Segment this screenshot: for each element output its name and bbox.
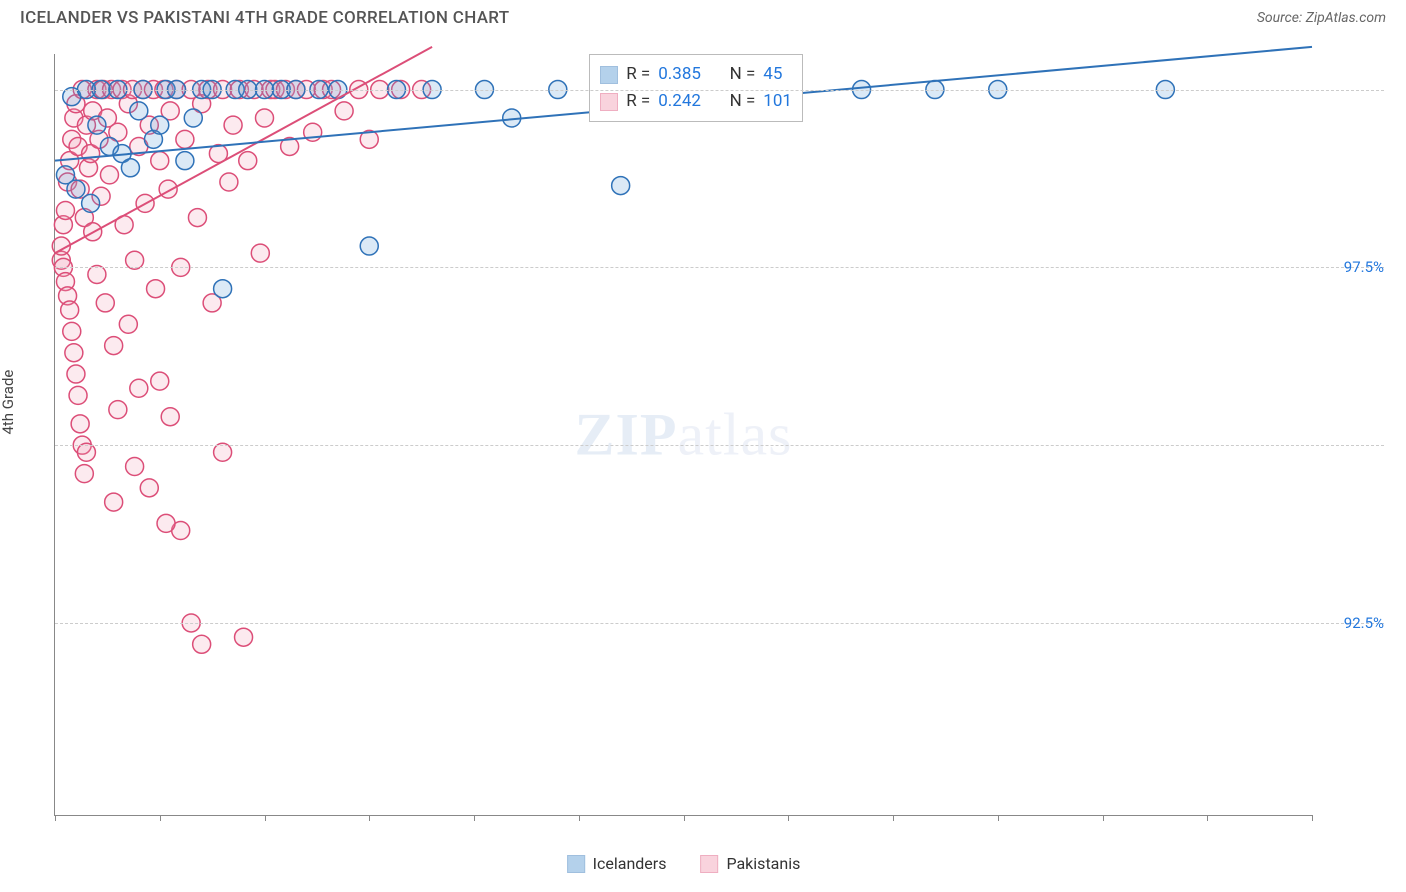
data-point xyxy=(251,244,269,262)
bottom-legend-item: Icelanders xyxy=(567,854,667,873)
data-point xyxy=(235,628,253,646)
x-tick xyxy=(1207,815,1208,821)
legend-swatch xyxy=(600,66,618,84)
data-point xyxy=(67,180,85,198)
data-point xyxy=(69,386,87,404)
x-tick xyxy=(893,815,894,821)
gridline xyxy=(55,267,1384,268)
data-point xyxy=(75,465,93,483)
data-point xyxy=(176,130,194,148)
bottom-legend: Icelanders Pakistanis xyxy=(567,854,801,873)
data-point xyxy=(151,372,169,390)
plot-region: ZIPatlas R = 0.385 N = 45 R = 0.242 N = … xyxy=(54,54,1312,816)
x-tick xyxy=(1103,815,1104,821)
x-tick xyxy=(369,815,370,821)
legend-stat-row: R = 0.385 N = 45 xyxy=(600,61,792,88)
chart-source: Source: ZipAtlas.com xyxy=(1257,10,1386,26)
chart-header: ICELANDER VS PAKISTANI 4TH GRADE CORRELA… xyxy=(0,0,1406,34)
gridline xyxy=(55,445,1384,446)
data-point xyxy=(121,159,139,177)
data-point xyxy=(61,301,79,319)
data-point xyxy=(105,337,123,355)
legend-swatch xyxy=(567,855,585,873)
gridline xyxy=(55,623,1384,624)
legend-swatch xyxy=(600,93,618,111)
data-point xyxy=(360,237,378,255)
x-tick xyxy=(788,815,789,821)
data-point xyxy=(239,152,257,170)
data-point xyxy=(612,177,630,195)
data-point xyxy=(67,365,85,383)
x-tick xyxy=(55,815,56,821)
data-point xyxy=(105,493,123,511)
y-axis-label: 4th Grade xyxy=(0,370,17,435)
y-tick-label: 97.5% xyxy=(1318,258,1384,276)
data-point xyxy=(151,152,169,170)
data-point xyxy=(100,166,118,184)
data-point xyxy=(119,315,137,333)
data-point xyxy=(65,344,83,362)
data-point xyxy=(193,635,211,653)
chart-area: 4th Grade ZIPatlas R = 0.385 N = 45 R = … xyxy=(14,38,1392,878)
x-tick xyxy=(160,815,161,821)
x-tick xyxy=(579,815,580,821)
data-point xyxy=(335,102,353,120)
gridline xyxy=(55,90,1384,91)
data-point xyxy=(184,109,202,127)
legend-label: Pakistanis xyxy=(726,854,800,873)
data-point xyxy=(147,280,165,298)
data-point xyxy=(140,479,158,497)
data-point xyxy=(56,201,74,219)
data-point xyxy=(130,102,148,120)
data-point xyxy=(126,458,144,476)
data-point xyxy=(71,415,89,433)
data-point xyxy=(220,173,238,191)
chart-title: ICELANDER VS PAKISTANI 4TH GRADE CORRELA… xyxy=(20,8,509,28)
data-point xyxy=(256,109,274,127)
data-point xyxy=(188,209,206,227)
x-tick xyxy=(1312,815,1313,821)
data-point xyxy=(151,116,169,134)
data-point xyxy=(109,401,127,419)
data-point xyxy=(224,116,242,134)
data-point xyxy=(214,280,232,298)
plot-svg xyxy=(55,54,1312,815)
x-tick xyxy=(474,815,475,821)
data-point xyxy=(88,116,106,134)
legend-label: Icelanders xyxy=(593,854,667,873)
legend-stat-row: R = 0.242 N = 101 xyxy=(600,88,792,115)
x-tick xyxy=(684,815,685,821)
legend-stats-box: R = 0.385 N = 45 R = 0.242 N = 101 xyxy=(589,54,803,122)
x-tick xyxy=(998,815,999,821)
data-point xyxy=(161,408,179,426)
data-point xyxy=(96,294,114,312)
legend-swatch xyxy=(700,855,718,873)
data-point xyxy=(63,322,81,340)
bottom-legend-item: Pakistanis xyxy=(700,854,800,873)
data-point xyxy=(176,152,194,170)
x-tick xyxy=(265,815,266,821)
data-point xyxy=(130,379,148,397)
data-point xyxy=(157,514,175,532)
data-point xyxy=(82,194,100,212)
y-tick-label: 92.5% xyxy=(1318,614,1384,632)
